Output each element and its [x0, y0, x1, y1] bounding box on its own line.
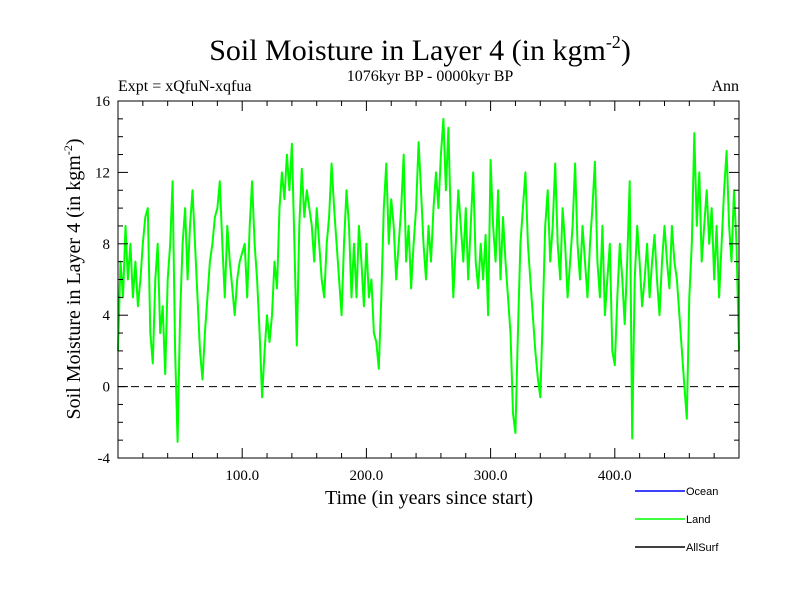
x-axis-ticks: 100.0 200.0 300.0 400.0	[117, 101, 740, 484]
legend: Ocean Land AllSurf	[635, 486, 719, 554]
x-tick-label: 300.0	[474, 468, 508, 484]
x-axis-label: Time (in years since start)	[325, 487, 533, 509]
title-end: )	[621, 34, 631, 67]
legend-label-land: Land	[686, 514, 710, 526]
x-tick-label: 400.0	[598, 468, 632, 484]
season-label: Ann	[711, 78, 739, 95]
title-main: Soil Moisture in Layer 4 (in kgm	[209, 34, 606, 67]
legend-label-allsurf: AllSurf	[686, 542, 719, 554]
title-superscript: -2	[606, 32, 621, 52]
x-tick-label: 200.0	[350, 468, 384, 484]
experiment-label: Expt = xQfuN-xqfua	[118, 78, 251, 95]
legend-label-ocean: Ocean	[686, 486, 718, 498]
plot-frame	[117, 100, 740, 459]
y-tick-label: 0	[103, 380, 111, 396]
y-axis-label: Soil Moisture in Layer 4 (in kgm-2)	[61, 138, 85, 419]
y-tick-label: 4	[103, 308, 111, 324]
y-tick-label: -4	[98, 451, 111, 467]
chart-subtitle: 1076kyr BP - 0000kyr BP	[347, 68, 514, 85]
y-axis-ticks: -4 0 4 8 12 16	[95, 94, 739, 467]
y-tick-label: 8	[103, 237, 111, 253]
x-tick-label: 100.0	[225, 468, 259, 484]
series-line-land	[117, 117, 740, 443]
ylabel-superscript: -2	[61, 145, 75, 155]
chart-title: Soil Moisture in Layer 4 (in kgm-2)	[209, 32, 631, 67]
plot-area: 100.0 200.0 300.0 400.0 -4 0 4 8 12 16	[95, 94, 740, 484]
y-tick-label: 12	[95, 165, 110, 181]
ylabel-end: )	[63, 138, 85, 145]
y-tick-label: 16	[95, 94, 111, 110]
ylabel-main: Soil Moisture in Layer 4 (in kgm	[63, 155, 85, 420]
